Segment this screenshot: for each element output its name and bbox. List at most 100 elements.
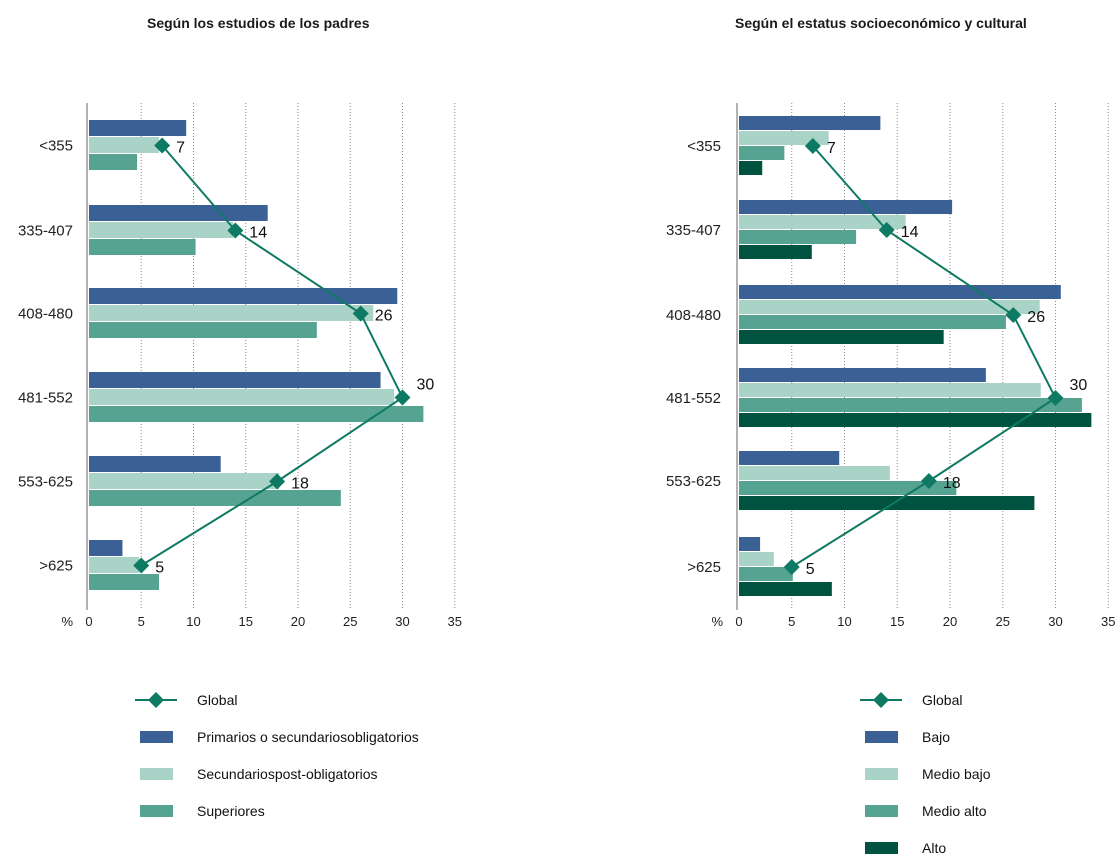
global-marker — [227, 222, 244, 239]
x-tick-label: 10 — [837, 614, 851, 629]
bar — [89, 540, 123, 556]
data-label: 18 — [943, 475, 961, 492]
bar — [89, 222, 234, 238]
bar — [89, 322, 317, 338]
global-marker — [154, 137, 171, 154]
global-marker — [133, 557, 150, 574]
bar — [89, 389, 395, 405]
bar — [89, 456, 221, 472]
bar — [89, 239, 196, 255]
legend-label: Secundariospost-obligatorios — [197, 766, 378, 782]
x-tick-label: 35 — [1101, 614, 1115, 629]
x-tick-label: 30 — [1048, 614, 1062, 629]
legend-label: Global — [197, 692, 237, 708]
bar — [739, 413, 1092, 427]
axis-unit-label: % — [61, 614, 73, 629]
legend-label: Alto — [922, 840, 946, 856]
legend-label: Primarios o secundariosobligatorios — [197, 729, 419, 745]
data-label: 5 — [806, 561, 815, 578]
legend-swatch — [140, 731, 173, 743]
bar — [739, 300, 1040, 314]
global-line — [791, 145, 1057, 568]
global-marker — [804, 138, 821, 154]
bar — [739, 466, 890, 480]
category-label: >625 — [39, 558, 73, 575]
bar — [739, 161, 763, 175]
x-tick-label: 20 — [943, 614, 957, 629]
category-label: 481-552 — [666, 390, 721, 407]
bar — [89, 205, 268, 221]
legend-swatch — [140, 805, 173, 817]
bar — [739, 146, 785, 160]
legend-label: Global — [922, 692, 962, 708]
legend-diamond-swatch — [873, 692, 889, 708]
legend-swatch — [865, 731, 898, 743]
global-marker — [878, 222, 895, 238]
data-label: 14 — [901, 224, 919, 241]
bar — [739, 368, 986, 382]
legend-label: Medio alto — [922, 803, 987, 819]
data-label: 5 — [155, 560, 164, 577]
x-tick-label: 25 — [343, 614, 357, 629]
bar — [739, 496, 1035, 510]
data-label: 18 — [291, 476, 309, 493]
global-marker — [1005, 307, 1022, 323]
chart-title-socioeconomic-status: Según el estatus socioeconómico y cultur… — [735, 15, 1027, 31]
legend: Global Bajo Medio bajo Medio alto Alto — [860, 692, 991, 856]
x-tick-label: 0 — [735, 614, 742, 629]
bar — [89, 574, 160, 590]
bar — [89, 372, 381, 388]
data-label: 7 — [176, 140, 185, 157]
legend: Global Primarios o secundariosobligatorio… — [135, 692, 419, 819]
bar — [739, 330, 944, 344]
category-label: 408-480 — [666, 307, 721, 324]
global-marker — [352, 305, 369, 322]
category-label: >625 — [687, 559, 721, 576]
bar — [739, 451, 840, 465]
bar — [89, 305, 374, 321]
bar — [739, 245, 812, 259]
bar — [739, 315, 1006, 329]
data-label: 26 — [375, 308, 393, 325]
chart-2: <355 335-407 408-480 481-552 553-625 >625 0 5 10… — [666, 103, 1115, 856]
global-marker — [394, 389, 411, 406]
x-tick-label: 5 — [788, 614, 795, 629]
bar — [89, 137, 160, 153]
bar — [89, 406, 424, 422]
bar — [739, 131, 829, 145]
x-tick-label: 15 — [890, 614, 904, 629]
axis-unit-label: % — [711, 614, 723, 629]
bar — [739, 398, 1082, 412]
legend-label: Superiores — [197, 803, 265, 819]
bar — [89, 154, 138, 170]
legend-label: Bajo — [922, 729, 950, 745]
bar — [89, 557, 140, 573]
data-label: 14 — [249, 225, 267, 242]
category-label: 408-480 — [18, 306, 73, 323]
legend-swatch — [865, 805, 898, 817]
legend-swatch — [865, 842, 898, 854]
category-label: <355 — [687, 138, 721, 155]
bar — [89, 473, 280, 489]
category-label: <355 — [39, 138, 73, 155]
legend-diamond-swatch — [148, 692, 164, 708]
bar — [739, 383, 1041, 397]
x-tick-label: 15 — [239, 614, 253, 629]
bar — [739, 200, 953, 214]
x-tick-label: 10 — [186, 614, 200, 629]
data-label: 26 — [1027, 309, 1045, 326]
x-tick-label: 20 — [291, 614, 305, 629]
legend-swatch — [140, 768, 173, 780]
x-tick-label: 25 — [996, 614, 1010, 629]
global-marker — [1047, 390, 1064, 406]
bar — [739, 481, 957, 495]
global-marker — [783, 559, 800, 575]
global-line — [140, 144, 404, 567]
data-label: 7 — [827, 140, 836, 157]
x-tick-label: 0 — [85, 614, 92, 629]
chart-1: <355 335-407 408-480 481-552 553-625 >625 0 5 10… — [18, 103, 462, 819]
x-tick-label: 5 — [138, 614, 145, 629]
x-tick-label: 35 — [448, 614, 462, 629]
data-label: 30 — [417, 377, 435, 394]
bar — [89, 120, 187, 136]
